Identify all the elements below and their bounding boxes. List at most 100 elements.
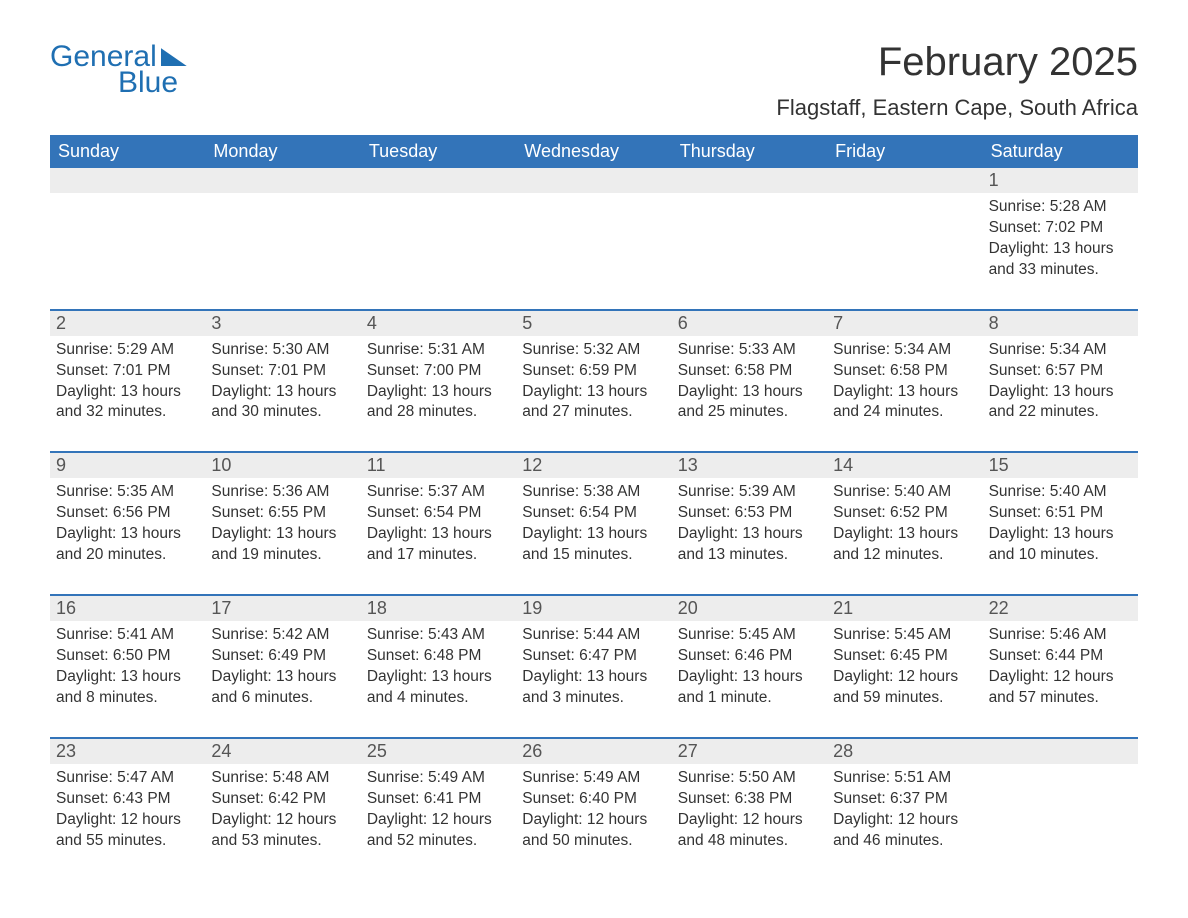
daynum-row: 2345678 — [50, 311, 1138, 336]
sunrise-text: Sunrise: 5:40 AM — [833, 482, 976, 503]
weekday-label: Saturday — [983, 135, 1138, 168]
day-number — [50, 168, 205, 193]
weekday-label: Friday — [827, 135, 982, 168]
day1-text: Daylight: 13 hours — [833, 382, 976, 403]
day1-text: Daylight: 13 hours — [989, 239, 1132, 260]
day2-text: and 24 minutes. — [833, 402, 976, 423]
sunrise-text: Sunrise: 5:42 AM — [211, 625, 354, 646]
day2-text: and 30 minutes. — [211, 402, 354, 423]
sunrise-text: Sunrise: 5:29 AM — [56, 340, 199, 361]
day1-text: Daylight: 12 hours — [56, 810, 199, 831]
day2-text: and 55 minutes. — [56, 831, 199, 852]
sunrise-text: Sunrise: 5:46 AM — [989, 625, 1132, 646]
day-number: 13 — [672, 453, 827, 478]
sunset-text: Sunset: 6:44 PM — [989, 646, 1132, 667]
day1-text: Daylight: 12 hours — [678, 810, 821, 831]
day1-text: Daylight: 12 hours — [989, 667, 1132, 688]
sunrise-text: Sunrise: 5:30 AM — [211, 340, 354, 361]
sunrise-text: Sunrise: 5:51 AM — [833, 768, 976, 789]
day1-text: Daylight: 13 hours — [522, 667, 665, 688]
sunset-text: Sunset: 6:56 PM — [56, 503, 199, 524]
day2-text: and 46 minutes. — [833, 831, 976, 852]
location: Flagstaff, Eastern Cape, South Africa — [776, 95, 1138, 121]
calendar-week: 2345678Sunrise: 5:29 AMSunset: 7:01 PMDa… — [50, 309, 1138, 434]
sunrise-text: Sunrise: 5:50 AM — [678, 768, 821, 789]
day-cell: Sunrise: 5:38 AMSunset: 6:54 PMDaylight:… — [516, 478, 671, 576]
header: General Blue February 2025 Flagstaff, Ea… — [50, 40, 1138, 121]
weekday-label: Tuesday — [361, 135, 516, 168]
day-number: 3 — [205, 311, 360, 336]
day-number: 4 — [361, 311, 516, 336]
day2-text: and 6 minutes. — [211, 688, 354, 709]
day-cell: Sunrise: 5:31 AMSunset: 7:00 PMDaylight:… — [361, 336, 516, 434]
sunset-text: Sunset: 6:58 PM — [678, 361, 821, 382]
day-number — [361, 168, 516, 193]
day2-text: and 3 minutes. — [522, 688, 665, 709]
day-cell — [827, 193, 982, 291]
month-title: February 2025 — [776, 40, 1138, 85]
day-number: 17 — [205, 596, 360, 621]
day1-text: Daylight: 13 hours — [522, 382, 665, 403]
day2-text: and 10 minutes. — [989, 545, 1132, 566]
day-cell: Sunrise: 5:40 AMSunset: 6:51 PMDaylight:… — [983, 478, 1138, 576]
day-cell: Sunrise: 5:43 AMSunset: 6:48 PMDaylight:… — [361, 621, 516, 719]
day-cell: Sunrise: 5:34 AMSunset: 6:58 PMDaylight:… — [827, 336, 982, 434]
day2-text: and 17 minutes. — [367, 545, 510, 566]
day1-text: Daylight: 13 hours — [211, 667, 354, 688]
day-cell: Sunrise: 5:51 AMSunset: 6:37 PMDaylight:… — [827, 764, 982, 862]
day-number — [516, 168, 671, 193]
sunrise-text: Sunrise: 5:47 AM — [56, 768, 199, 789]
day1-text: Daylight: 13 hours — [56, 524, 199, 545]
day-number — [672, 168, 827, 193]
day-number: 15 — [983, 453, 1138, 478]
day-cell: Sunrise: 5:34 AMSunset: 6:57 PMDaylight:… — [983, 336, 1138, 434]
day-number: 7 — [827, 311, 982, 336]
sunset-text: Sunset: 7:01 PM — [211, 361, 354, 382]
day1-text: Daylight: 13 hours — [989, 382, 1132, 403]
day1-text: Daylight: 13 hours — [211, 382, 354, 403]
day-cell — [672, 193, 827, 291]
day-number: 6 — [672, 311, 827, 336]
flag-icon — [161, 48, 187, 66]
day1-text: Daylight: 13 hours — [211, 524, 354, 545]
sunset-text: Sunset: 6:59 PM — [522, 361, 665, 382]
day-number: 19 — [516, 596, 671, 621]
day-number: 28 — [827, 739, 982, 764]
day-number: 2 — [50, 311, 205, 336]
day-number: 23 — [50, 739, 205, 764]
sunrise-text: Sunrise: 5:37 AM — [367, 482, 510, 503]
day-number — [827, 168, 982, 193]
brand-word-2: Blue — [118, 66, 178, 100]
day2-text: and 25 minutes. — [678, 402, 821, 423]
day-cell: Sunrise: 5:39 AMSunset: 6:53 PMDaylight:… — [672, 478, 827, 576]
day2-text: and 8 minutes. — [56, 688, 199, 709]
daynum-row: 9101112131415 — [50, 453, 1138, 478]
day-number: 14 — [827, 453, 982, 478]
day-number: 22 — [983, 596, 1138, 621]
day2-text: and 28 minutes. — [367, 402, 510, 423]
day-number — [983, 739, 1138, 764]
day2-text: and 53 minutes. — [211, 831, 354, 852]
day1-text: Daylight: 13 hours — [678, 382, 821, 403]
day1-text: Daylight: 13 hours — [367, 382, 510, 403]
day2-text: and 4 minutes. — [367, 688, 510, 709]
day1-text: Daylight: 12 hours — [833, 667, 976, 688]
calendar-week: 9101112131415Sunrise: 5:35 AMSunset: 6:5… — [50, 451, 1138, 576]
sunset-text: Sunset: 6:58 PM — [833, 361, 976, 382]
day1-text: Daylight: 12 hours — [367, 810, 510, 831]
sunrise-text: Sunrise: 5:32 AM — [522, 340, 665, 361]
day-cell: Sunrise: 5:47 AMSunset: 6:43 PMDaylight:… — [50, 764, 205, 862]
day2-text: and 27 minutes. — [522, 402, 665, 423]
day-number: 20 — [672, 596, 827, 621]
day2-text: and 20 minutes. — [56, 545, 199, 566]
day-cell: Sunrise: 5:48 AMSunset: 6:42 PMDaylight:… — [205, 764, 360, 862]
daynum-row: 1 — [50, 168, 1138, 193]
day-number — [205, 168, 360, 193]
day2-text: and 48 minutes. — [678, 831, 821, 852]
day-cell: Sunrise: 5:32 AMSunset: 6:59 PMDaylight:… — [516, 336, 671, 434]
day-cell: Sunrise: 5:29 AMSunset: 7:01 PMDaylight:… — [50, 336, 205, 434]
sunset-text: Sunset: 6:42 PM — [211, 789, 354, 810]
day1-text: Daylight: 13 hours — [367, 524, 510, 545]
day1-text: Daylight: 13 hours — [833, 524, 976, 545]
day-cell: Sunrise: 5:37 AMSunset: 6:54 PMDaylight:… — [361, 478, 516, 576]
